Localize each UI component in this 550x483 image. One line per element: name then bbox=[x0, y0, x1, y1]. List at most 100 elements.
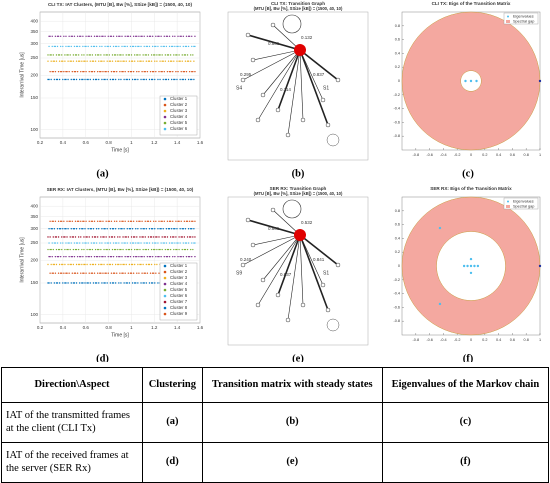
cluster-point bbox=[177, 242, 179, 244]
cluster-point bbox=[137, 228, 139, 230]
cluster-point bbox=[113, 54, 116, 56]
cluster-point bbox=[106, 78, 108, 81]
node bbox=[275, 292, 281, 298]
cluster-point bbox=[94, 248, 97, 251]
cluster-point bbox=[172, 70, 174, 73]
x-tick-label: -0.6 bbox=[426, 338, 433, 342]
cluster-point bbox=[101, 242, 103, 244]
legend-swatch bbox=[163, 121, 167, 125]
cluster-point bbox=[112, 228, 115, 230]
edge-label: 0.837 bbox=[280, 272, 292, 277]
cluster-point bbox=[184, 242, 187, 244]
x-tick-label: 0.6 bbox=[510, 153, 515, 157]
cluster-point bbox=[62, 45, 64, 48]
cluster-point bbox=[119, 272, 121, 274]
cluster-point bbox=[107, 70, 109, 73]
cluster-point bbox=[74, 220, 77, 222]
cluster-point bbox=[142, 263, 144, 266]
cluster-point bbox=[63, 255, 65, 258]
cluster-point bbox=[179, 35, 181, 37]
cluster-point bbox=[194, 220, 196, 222]
cluster-point bbox=[107, 35, 109, 37]
cluster-point bbox=[167, 60, 170, 62]
x-tick-label: 0.6 bbox=[83, 140, 90, 145]
cell: (e) bbox=[201, 442, 383, 483]
node bbox=[320, 282, 326, 288]
cluster-point bbox=[79, 282, 81, 284]
cluster-point bbox=[191, 70, 193, 73]
y-tick-label: 350 bbox=[30, 29, 38, 34]
cluster-point bbox=[159, 248, 161, 251]
y-tick-label: 200 bbox=[30, 73, 38, 78]
cluster-point bbox=[91, 70, 94, 73]
edge-label: 0.841 bbox=[313, 257, 325, 262]
cluster-point bbox=[91, 54, 94, 56]
cluster-point bbox=[131, 242, 134, 244]
cluster-point bbox=[148, 60, 151, 62]
cluster-point bbox=[107, 45, 109, 48]
cluster-point bbox=[130, 263, 133, 266]
cluster-point bbox=[169, 54, 172, 56]
cluster-point bbox=[163, 70, 165, 73]
cluster-point bbox=[96, 255, 99, 258]
cluster-point bbox=[94, 282, 97, 284]
edge bbox=[242, 49, 301, 81]
cluster-point bbox=[167, 228, 170, 230]
x-tick-label: 0.4 bbox=[60, 140, 67, 145]
cluster-point bbox=[93, 70, 96, 73]
cluster-point bbox=[68, 70, 70, 73]
cluster-point bbox=[160, 228, 162, 230]
cluster-point bbox=[66, 236, 68, 238]
cluster-point bbox=[85, 255, 87, 258]
cluster-point bbox=[104, 35, 106, 37]
cluster-point bbox=[87, 242, 89, 244]
cluster-point bbox=[130, 70, 133, 73]
cluster-point bbox=[75, 282, 78, 284]
cluster-point bbox=[132, 45, 135, 48]
cluster-point bbox=[102, 255, 104, 258]
legend-swatch bbox=[163, 115, 167, 119]
cluster-point bbox=[145, 60, 148, 62]
cluster-point bbox=[83, 248, 85, 251]
cluster-point bbox=[80, 255, 82, 258]
cluster-point bbox=[84, 60, 86, 62]
cluster-point bbox=[173, 236, 175, 238]
cluster-point bbox=[176, 78, 178, 81]
cluster-point bbox=[74, 272, 77, 274]
cluster-point bbox=[82, 272, 84, 274]
cluster-point bbox=[117, 263, 119, 266]
cluster-point bbox=[114, 263, 117, 266]
cluster-point bbox=[73, 45, 76, 48]
legend-label: Cluster 3 bbox=[170, 108, 188, 113]
cluster-point bbox=[106, 45, 108, 48]
cluster-point bbox=[99, 272, 101, 274]
cluster-point bbox=[145, 45, 148, 48]
cluster-point bbox=[61, 70, 63, 73]
cluster-point bbox=[133, 282, 136, 284]
cluster-point bbox=[103, 236, 105, 238]
node bbox=[255, 117, 261, 123]
cluster-point bbox=[50, 248, 52, 251]
legend-swatch bbox=[163, 97, 167, 101]
cluster-point bbox=[153, 248, 155, 251]
cluster-point bbox=[56, 35, 59, 37]
cluster-point bbox=[80, 236, 82, 238]
cluster-point bbox=[176, 54, 178, 56]
cluster-point bbox=[105, 248, 107, 251]
cluster-point bbox=[176, 45, 178, 48]
cluster-point bbox=[130, 54, 133, 56]
cluster-point bbox=[123, 282, 125, 284]
cluster-point bbox=[54, 236, 57, 238]
cluster-point bbox=[143, 255, 145, 258]
cluster-point bbox=[73, 282, 76, 284]
cluster-point bbox=[151, 272, 154, 274]
eigenvalue bbox=[475, 79, 478, 83]
cluster-point bbox=[105, 272, 107, 274]
edge-label: 0.240 bbox=[240, 257, 252, 262]
edge bbox=[247, 34, 301, 51]
cluster-point bbox=[94, 78, 97, 81]
cluster-point bbox=[86, 263, 88, 266]
cluster-point bbox=[178, 60, 180, 62]
cluster-point bbox=[149, 272, 152, 274]
cluster-point bbox=[154, 282, 156, 284]
